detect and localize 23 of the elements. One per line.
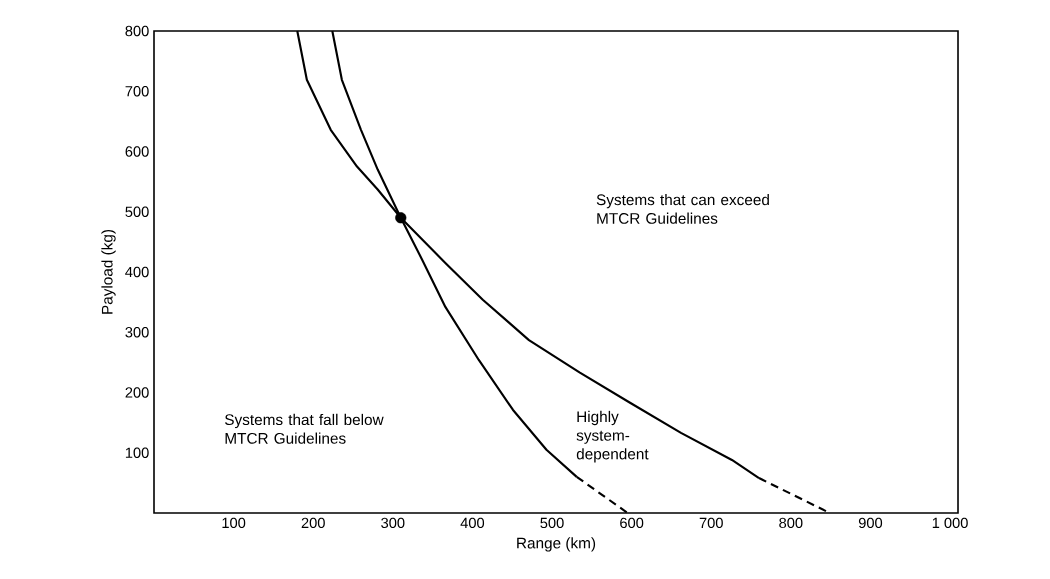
y-tick-label: 100	[125, 447, 149, 458]
x-tick-label: 600	[620, 517, 644, 529]
x-tick-label: 400	[460, 517, 485, 529]
x-tick-label: 1 000	[932, 517, 968, 529]
y-tick-label: 500	[125, 206, 149, 217]
x-tick-label: 800	[779, 517, 803, 529]
y-tick-label: 800	[125, 25, 149, 37]
y-tick-label: 700	[125, 86, 149, 97]
annotation: Systems that fall below MTCR Guidelines	[225, 413, 384, 444]
y-axis-title: Payload (kg)	[101, 229, 116, 314]
x-tick-label: 200	[301, 517, 325, 529]
x-tick-label: 300	[381, 517, 405, 529]
x-tick-label: 900	[858, 517, 883, 529]
annotation: Systems that can exceed MTCR Guidelines	[596, 193, 769, 224]
x-tick-label: 700	[699, 517, 723, 529]
annotation: Highly system-dependent	[576, 410, 649, 463]
x-axis-title: Range (km)	[517, 537, 596, 552]
x-tick-label: 500	[540, 517, 564, 529]
y-tick-label: 200	[125, 387, 149, 398]
x-tick-label: 100	[222, 517, 246, 529]
y-tick-label: 300	[125, 327, 149, 338]
y-tick-label: 400	[125, 266, 149, 278]
y-tick-label: 600	[125, 146, 149, 157]
